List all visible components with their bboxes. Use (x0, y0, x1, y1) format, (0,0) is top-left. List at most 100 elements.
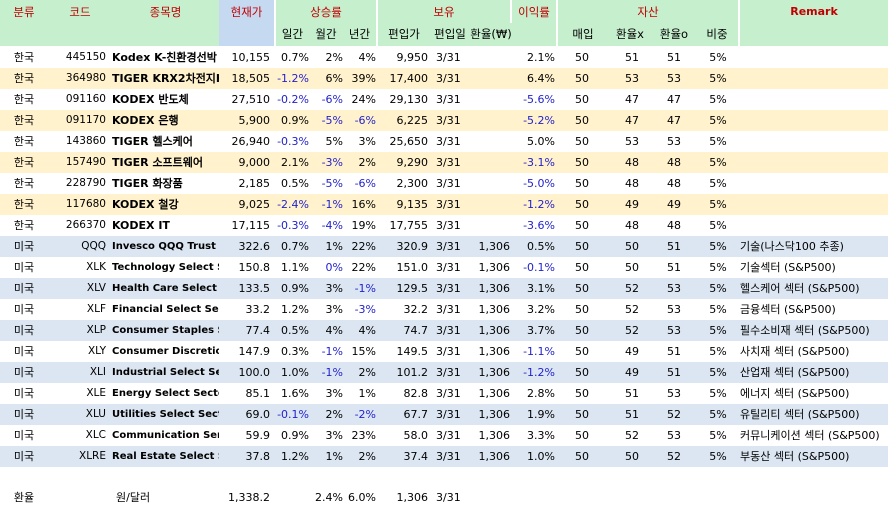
cell-code[interactable]: 091170 (65, 114, 106, 126)
cell-weight[interactable]: 5% (709, 366, 727, 379)
cell-fx-x[interactable]: 48 (625, 156, 639, 169)
cell-buy-date[interactable]: 3/31 (436, 198, 461, 211)
cell-yearly[interactable]: 1% (358, 387, 376, 400)
cell-category[interactable]: 미국 (13, 345, 35, 358)
cell-buy[interactable]: 50 (575, 429, 589, 442)
cell-category[interactable]: 미국 (13, 303, 35, 316)
cell-fx[interactable]: 1,306 (478, 324, 511, 337)
cell-avg-price[interactable]: 9,290 (396, 156, 429, 169)
cell-code[interactable]: 117680 (65, 198, 106, 210)
cell-return[interactable]: 2.1% (527, 51, 555, 64)
cell-monthly[interactable]: 6% (325, 72, 343, 85)
cell-avg-price[interactable]: 149.5 (396, 345, 429, 358)
cell-buy[interactable]: 50 (575, 240, 589, 253)
cell-buy-date[interactable]: 3/31 (436, 93, 461, 106)
cell-buy-date[interactable]: 3/31 (436, 72, 461, 85)
cell-remark[interactable] (740, 68, 888, 89)
cell-weight[interactable]: 5% (709, 387, 727, 400)
cell-buy-date[interactable]: 3/31 (436, 51, 461, 64)
cell-monthly[interactable]: -3% (321, 156, 343, 169)
cell-weight[interactable]: 5% (709, 93, 727, 106)
cell-fx-o[interactable]: 53 (667, 387, 681, 400)
cell-fx-x[interactable]: 47 (625, 93, 639, 106)
cell-return[interactable]: 1.9% (527, 408, 555, 421)
cell-buy[interactable]: 50 (575, 135, 589, 148)
cell-fx[interactable] (474, 194, 510, 215)
cell-avg-price[interactable]: 17,755 (389, 219, 429, 232)
cell-return[interactable]: -5.6% (523, 93, 555, 106)
cell-fx-o[interactable]: 51 (667, 51, 681, 64)
cell-monthly[interactable]: -5% (321, 177, 343, 190)
header-change[interactable]: 상승률 (276, 0, 376, 23)
cell-code[interactable]: 143860 (65, 135, 106, 147)
header-weight[interactable]: 비중 (696, 23, 738, 46)
cell-price[interactable]: 133.5 (238, 282, 271, 295)
cell-code[interactable]: XLY (87, 345, 106, 357)
cell-fx-o[interactable]: 52 (667, 450, 681, 463)
header-return[interactable]: 이익률 (512, 0, 556, 46)
cell-category[interactable]: 미국 (13, 408, 35, 421)
cell-avg-price[interactable]: 320.9 (396, 240, 429, 253)
cell-buy[interactable]: 50 (575, 450, 589, 463)
cell-price[interactable]: 5,900 (238, 114, 271, 127)
cell-fx-o[interactable]: 48 (667, 156, 681, 169)
cell-code[interactable]: XLC (85, 429, 106, 441)
cell-daily[interactable]: 0.9% (281, 282, 309, 295)
cell-weight[interactable]: 5% (709, 156, 727, 169)
cell-fx-o[interactable]: 48 (667, 177, 681, 190)
cell-fx[interactable]: 1,306 (478, 450, 511, 463)
cell-price[interactable]: 37.8 (245, 450, 271, 463)
cell-daily[interactable]: 0.5% (281, 324, 309, 337)
cell-weight[interactable]: 5% (709, 324, 727, 337)
cell-fx-o[interactable]: 53 (667, 72, 681, 85)
cell-fx-o[interactable]: 52 (667, 408, 681, 421)
cell-fx-x[interactable]: 53 (625, 135, 639, 148)
cell-fx[interactable] (474, 173, 510, 194)
cell-fx-o[interactable]: 53 (667, 429, 681, 442)
cell-avg-price[interactable]: 74.7 (403, 324, 429, 337)
cell-fx[interactable]: 1,306 (478, 345, 511, 358)
header-remark[interactable]: Remark (740, 0, 888, 46)
cell-yearly[interactable]: 24% (351, 93, 376, 106)
cell-remark[interactable] (740, 47, 888, 68)
footer-avg[interactable]: 1,306 (396, 491, 429, 504)
cell-buy-date[interactable]: 3/31 (436, 135, 461, 148)
cell-return[interactable]: -3.1% (523, 156, 555, 169)
cell-fx-x[interactable]: 51 (625, 408, 639, 421)
cell-daily[interactable]: 1.6% (281, 387, 309, 400)
cell-fx-x[interactable]: 50 (625, 261, 639, 274)
cell-name[interactable]: TIGER KRX2차전지K (112, 72, 219, 85)
cell-price[interactable]: 17,115 (231, 219, 271, 232)
cell-weight[interactable]: 5% (709, 240, 727, 253)
cell-return[interactable]: 3.7% (527, 324, 555, 337)
cell-daily[interactable]: 0.9% (281, 429, 309, 442)
header-fx-o[interactable]: 환율o (652, 23, 696, 46)
cell-fx-x[interactable]: 49 (625, 366, 639, 379)
cell-return[interactable]: 3.1% (527, 282, 555, 295)
cell-yearly[interactable]: 16% (351, 198, 376, 211)
cell-fx-x[interactable]: 52 (625, 429, 639, 442)
cell-name[interactable]: Consumer Staples Sele (112, 325, 219, 336)
cell-buy[interactable]: 50 (575, 408, 589, 421)
cell-buy[interactable]: 50 (575, 219, 589, 232)
cell-buy-date[interactable]: 3/31 (436, 366, 461, 379)
cell-fx[interactable]: 1,306 (478, 366, 511, 379)
cell-fx-o[interactable]: 53 (667, 135, 681, 148)
cell-yearly[interactable]: -1% (354, 282, 376, 295)
cell-buy-date[interactable]: 3/31 (436, 177, 461, 190)
cell-name[interactable]: TIGER 헬스케어 (112, 135, 193, 148)
cell-fx[interactable]: 1,306 (478, 408, 511, 421)
cell-fx-x[interactable]: 52 (625, 282, 639, 295)
cell-weight[interactable]: 5% (709, 429, 727, 442)
cell-fx[interactable]: 1,306 (478, 261, 511, 274)
cell-remark[interactable]: 에너지 섹터 (S&P500) (740, 387, 850, 400)
header-avg-price[interactable]: 편입가 (378, 23, 430, 46)
cell-monthly[interactable]: 1% (325, 450, 343, 463)
cell-daily[interactable]: 0.9% (281, 114, 309, 127)
cell-fx[interactable] (474, 47, 510, 68)
cell-monthly[interactable]: 1% (325, 240, 343, 253)
cell-category[interactable]: 한국 (13, 72, 35, 85)
cell-buy-date[interactable]: 3/31 (436, 345, 461, 358)
cell-name[interactable]: Health Care Select Sec (112, 283, 219, 294)
cell-fx[interactable]: 1,306 (478, 240, 511, 253)
